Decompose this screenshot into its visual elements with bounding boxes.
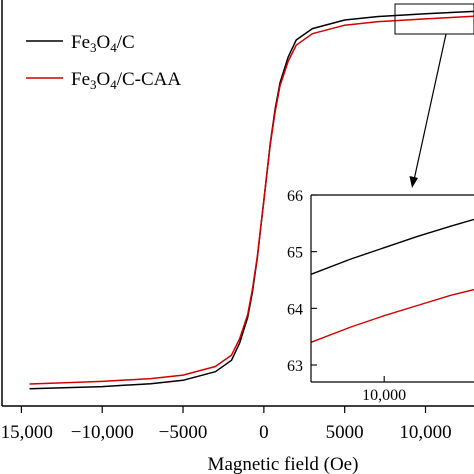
zoom-region-box — [394, 3, 474, 35]
x-tick-label: −15,000 — [0, 422, 53, 443]
inset-y-tick-label: 66 — [287, 188, 303, 205]
x-tick-label: 5000 — [326, 422, 364, 443]
zoom-arrow-line — [413, 33, 447, 181]
x-axis-ticks: −15,000 −10,000 −5000 0 5000 10,000 — [0, 406, 452, 443]
x-axis-title: Magnetic field (Oe) — [208, 454, 359, 474]
x-tick-label: 10,000 — [399, 422, 451, 443]
inset-ticks: 63 64 65 66 10,000 — [287, 188, 406, 404]
x-tick-label: −5000 — [159, 422, 208, 443]
x-tick-label: −10,000 — [71, 422, 134, 443]
inset-series-line-fe3o4-c-caa — [310, 288, 474, 343]
inset-x-tick-label: 10,000 — [362, 387, 406, 404]
inset-y-tick-label: 65 — [287, 245, 303, 262]
zoom-arrow-head — [409, 176, 418, 188]
series-line-fe3o4-c-caa — [29, 15, 474, 385]
inset-y-tick-label: 63 — [287, 358, 303, 375]
inset-y-tick-label: 64 — [287, 301, 303, 318]
inset-series-line-fe3o4-c — [310, 218, 474, 275]
legend: Fe3O4/C Fe3O4/C-CAA — [26, 32, 181, 92]
main-series-group — [29, 10, 474, 390]
inset-background — [311, 195, 474, 382]
x-tick-label: 0 — [259, 422, 269, 443]
legend-label-fe3o4-c-caa: Fe3O4/C-CAA — [71, 69, 181, 92]
inset-series-group — [310, 218, 474, 343]
legend-label-fe3o4-c: Fe3O4/C — [71, 32, 135, 55]
